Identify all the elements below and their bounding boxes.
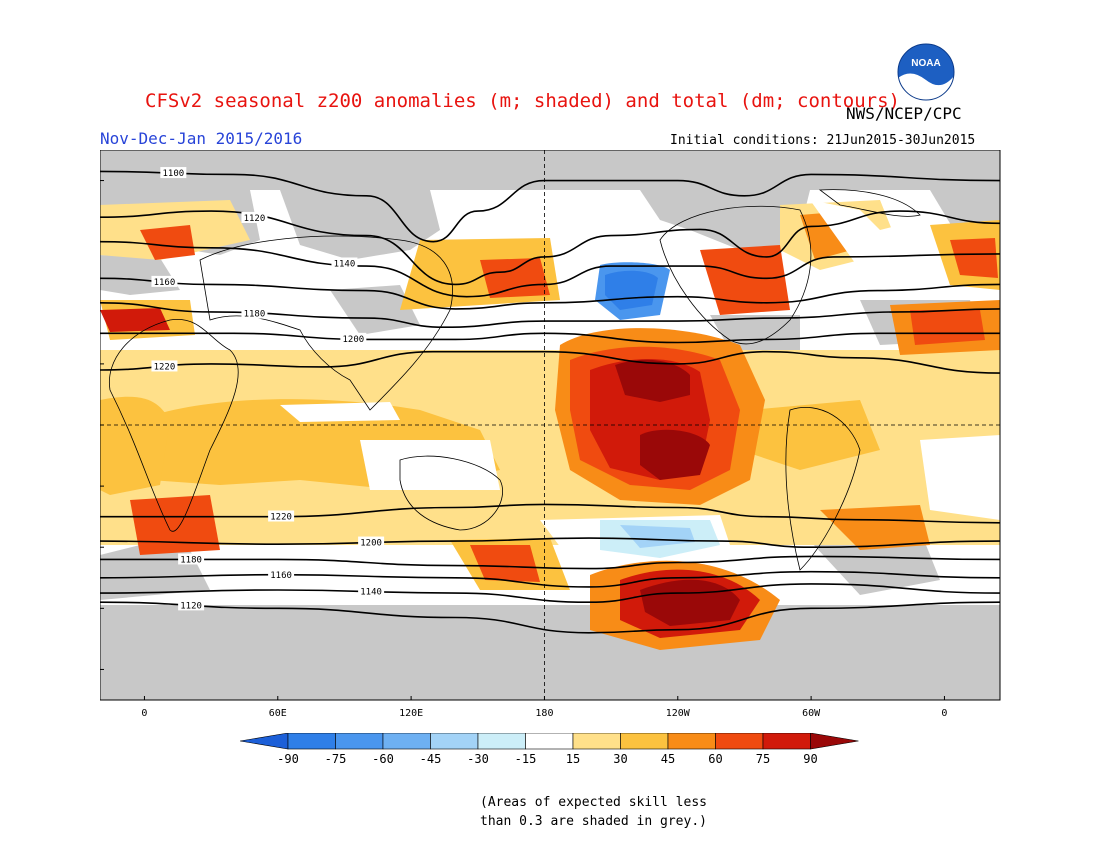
colorbar-swatch xyxy=(287,732,336,750)
colorbar-swatch xyxy=(525,732,574,750)
contour-line xyxy=(100,350,1000,374)
contour-line xyxy=(100,555,1000,570)
colorbar-label: 75 xyxy=(756,752,770,766)
contour-label-bg xyxy=(151,360,178,372)
colorbar-swatch xyxy=(239,732,289,750)
contour-label-bg xyxy=(358,536,385,548)
colorbar-label: 30 xyxy=(613,752,627,766)
lon-tick-label: 60E xyxy=(269,708,287,719)
contour-label: 1180 xyxy=(244,310,266,320)
lon-tick-label: 180 xyxy=(535,708,553,719)
colorbar-swatch xyxy=(382,732,431,750)
contour-line xyxy=(100,537,1000,549)
contour-label: 1140 xyxy=(360,588,382,598)
contour-line xyxy=(100,277,1000,310)
contour-line xyxy=(100,240,1000,298)
contour-label: 1220 xyxy=(270,512,292,522)
lon-tick-label: 120W xyxy=(666,708,691,719)
colorbar-swatch xyxy=(715,732,764,750)
contour-label-bg xyxy=(178,599,205,611)
colorbar-label: 45 xyxy=(661,752,675,766)
colorbar-swatch xyxy=(810,732,859,750)
contour-label: 1120 xyxy=(244,214,266,224)
colorbar-swatch xyxy=(477,732,526,750)
agency-label: NWS/NCEP/CPC xyxy=(846,104,962,123)
noaa-logo: NOAA xyxy=(896,42,956,106)
contour-label-bg xyxy=(268,568,295,580)
lon-tick-label: 60W xyxy=(802,708,821,719)
contour-label-bg xyxy=(268,510,295,522)
initial-conditions-label: Initial conditions: 21Jun2015-30Jun2015 xyxy=(670,133,976,148)
contour-line xyxy=(100,583,1000,604)
contour-line xyxy=(100,601,1000,634)
colorbar-label: 90 xyxy=(803,752,817,766)
colorbar-label: -60 xyxy=(372,752,394,766)
colorbar-label: -15 xyxy=(515,752,537,766)
contour-line xyxy=(100,170,1000,243)
anomaly-map: 1100 1120 1140 1160 1180 1200 1220 1220 1200 1180… xyxy=(78,149,1010,734)
colorbar-label: -45 xyxy=(420,752,442,766)
colorbar-swatch xyxy=(762,732,811,750)
coastlines xyxy=(108,189,921,571)
contour-line xyxy=(100,210,1000,286)
chart-title: CFSv2 seasonal z200 anomalies (m; shaded… xyxy=(145,90,900,112)
noaa-logo-text: NOAA xyxy=(911,58,940,69)
lon-tick-label: 0 xyxy=(141,708,147,719)
contour-label: 1100 xyxy=(162,169,184,179)
contour-label-bg xyxy=(178,553,205,565)
contour-label-bg xyxy=(241,211,268,223)
contour-label-bg xyxy=(340,332,367,344)
colorbar-swatch xyxy=(572,732,621,750)
footnote-line-2: than 0.3 are shaded in grey.) xyxy=(480,814,707,829)
contour-label-bg xyxy=(241,307,268,319)
contour-label-bg xyxy=(331,257,358,269)
colorbar-swatch xyxy=(430,732,479,750)
lon-tick-label: 120E xyxy=(399,708,423,719)
colorbar-label: -30 xyxy=(467,752,489,766)
contour-label: 1180 xyxy=(180,555,202,565)
skill-footnote: (Areas of expected skill less than 0.3 a… xyxy=(480,793,707,831)
colorbar-label: -75 xyxy=(325,752,347,766)
colorbar-label: 15 xyxy=(566,752,580,766)
contour-label-bg xyxy=(358,585,385,597)
colorbar-swatch xyxy=(667,732,716,750)
colorbar-swatch xyxy=(620,732,669,750)
colorbar: -90 -75 -60 -45 -30 -15 15 30 45 60 75 90 xyxy=(239,732,880,777)
contour-label-bg xyxy=(151,275,178,287)
contour-label: 1220 xyxy=(154,362,176,372)
season-label: Nov-Dec-Jan 2015/2016 xyxy=(100,129,303,148)
colorbar-swatch xyxy=(335,732,384,750)
contour-label-bg xyxy=(160,167,187,179)
footnote-line-1: (Areas of expected skill less xyxy=(480,795,707,810)
colorbar-label: -90 xyxy=(277,752,299,766)
contour-label: 1160 xyxy=(154,278,176,288)
contour-label: 1140 xyxy=(334,259,356,269)
contour-label: 1200 xyxy=(360,539,382,549)
anomaly-shading xyxy=(100,200,1000,650)
contour-label: 1120 xyxy=(180,601,202,611)
colorbar-label: 60 xyxy=(708,752,722,766)
lon-tick-label: 0 xyxy=(941,708,947,719)
contour-label: 1200 xyxy=(342,335,364,345)
contour-label: 1160 xyxy=(270,571,292,581)
